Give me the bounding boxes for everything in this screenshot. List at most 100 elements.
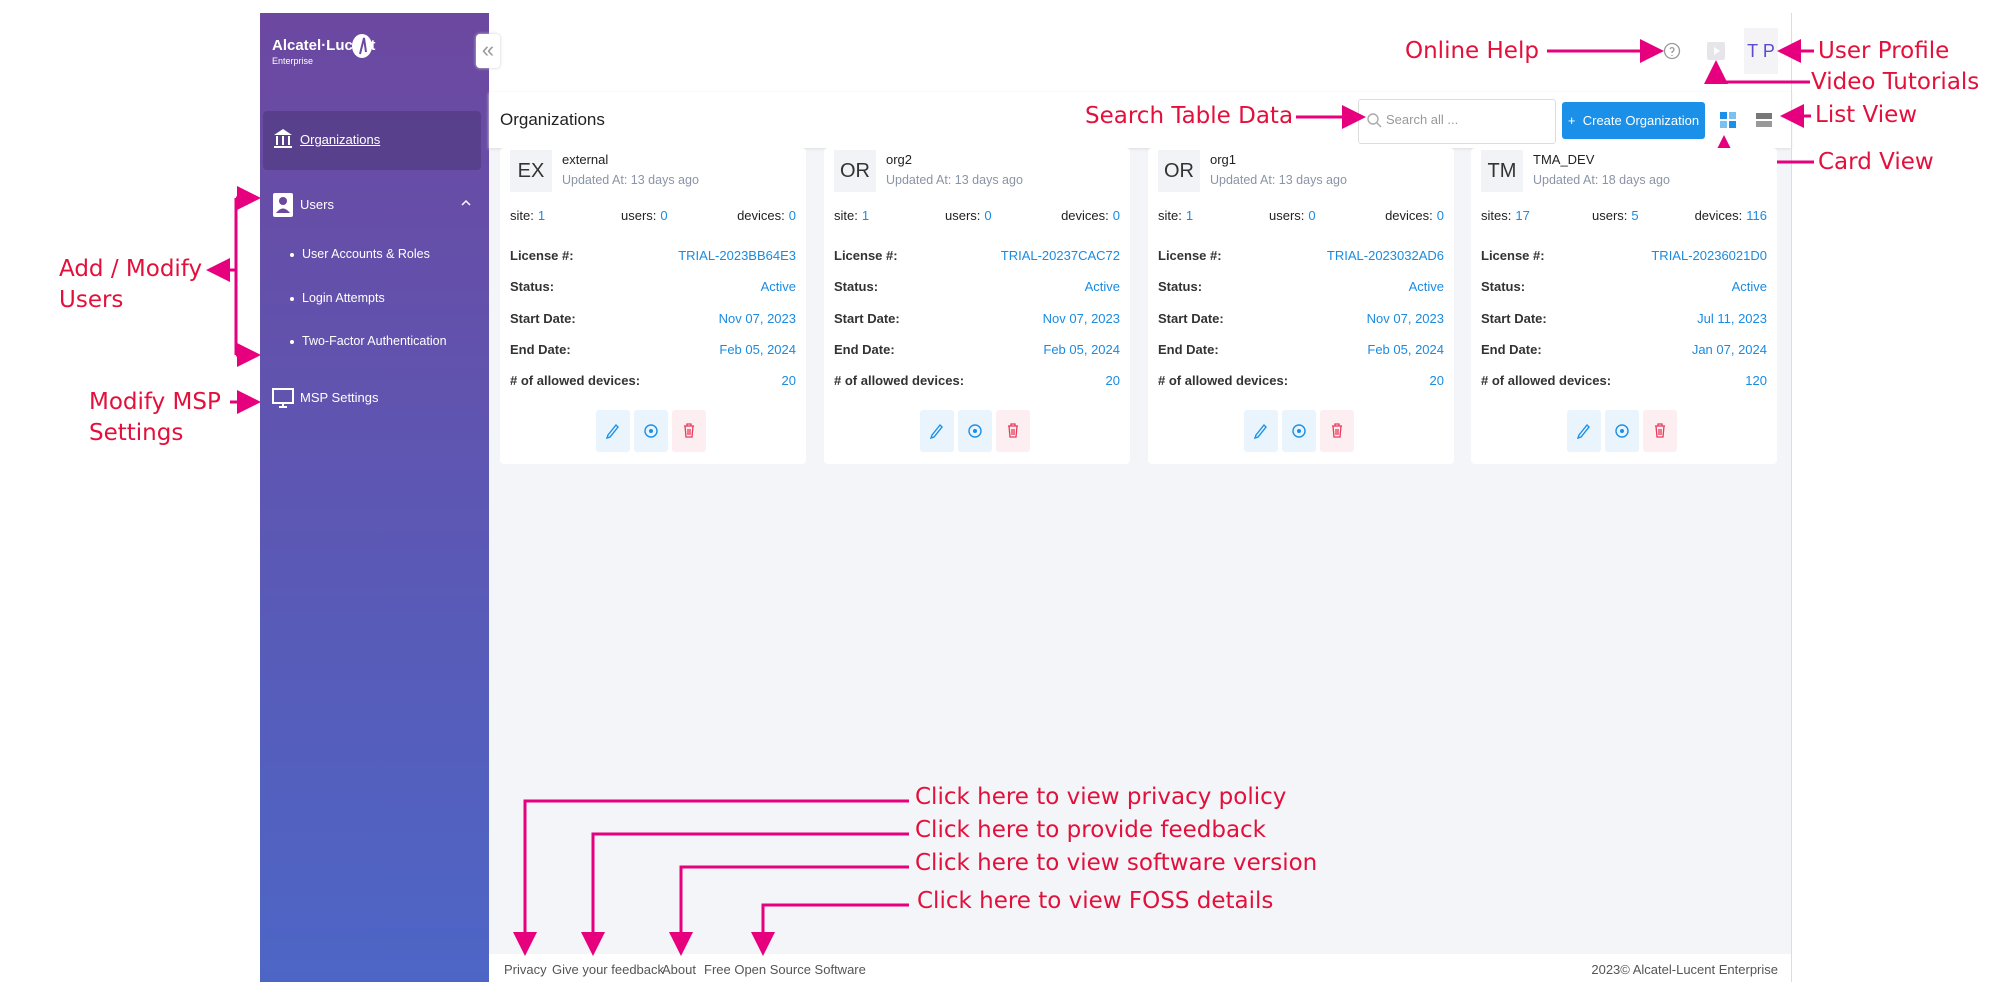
icon	[1253, 423, 1267, 440]
org-updated: Updated At: 18 days ago	[1533, 173, 1670, 187]
field-label: End Date:	[834, 341, 895, 357]
list-view-button[interactable]	[1754, 110, 1774, 130]
collapse-button[interactable]: «	[476, 34, 500, 68]
menu-item[interactable]: MSP Settings	[300, 390, 379, 405]
arrow	[581, 832, 909, 956]
arrow	[751, 903, 909, 956]
footer-link[interactable]: Privacy	[504, 962, 547, 977]
stat: users: 0	[621, 208, 668, 223]
stat-label: site:	[510, 208, 534, 223]
org-name[interactable]: external	[562, 152, 609, 167]
submenu-item[interactable]: User Accounts & Roles	[302, 247, 430, 261]
search-box[interactable]	[1358, 99, 1556, 144]
stat: users: 5	[1592, 208, 1639, 223]
edit-button[interactable]	[1567, 410, 1601, 452]
org-card: EX external Updated At: 13 days ago site: 1 u…	[500, 148, 806, 464]
icon	[1576, 423, 1590, 440]
icon	[684, 423, 694, 438]
annotation: Video Tutorials	[1811, 69, 1980, 95]
annotation: Card View	[1818, 149, 1934, 175]
stat: devices: 116	[1695, 208, 1767, 223]
stat-value: 1	[537, 208, 546, 223]
stat-label: devices:	[1385, 208, 1433, 223]
submenu-item[interactable]: Login Attempts	[302, 290, 385, 305]
field-value: Feb 05, 2024	[719, 341, 796, 357]
org-updated: Updated At: 13 days ago	[886, 173, 1023, 187]
edit-button[interactable]	[596, 410, 630, 452]
org-initials: OR	[834, 150, 876, 192]
delete-button[interactable]	[996, 410, 1030, 452]
annotation: Click here to provide feedback	[915, 817, 1266, 843]
field-value: Nov 07, 2023	[1042, 310, 1120, 326]
org-name[interactable]: TMA_DEV	[1533, 152, 1595, 167]
card-view-button[interactable]	[1718, 110, 1738, 130]
arrow	[669, 865, 909, 956]
field-label: End Date:	[1481, 341, 1542, 357]
stat: users: 0	[1269, 208, 1316, 223]
search-icon	[1367, 113, 1382, 128]
active-menu-bg	[263, 111, 481, 170]
submenu-item[interactable]: Two-Factor Authentication	[302, 334, 447, 348]
field-value: Jan 07, 2024	[1691, 341, 1767, 357]
stat-label: site:	[834, 208, 858, 223]
org-name[interactable]: org1	[1210, 152, 1237, 167]
field-label: # of allowed devices:	[1158, 373, 1289, 389]
delete-button[interactable]	[672, 410, 706, 452]
menu-item[interactable]: Organizations	[300, 132, 381, 147]
icon	[1655, 423, 1665, 438]
footer-link[interactable]: Free Open Source Software	[704, 962, 866, 977]
icon	[1292, 424, 1306, 438]
view-button[interactable]	[958, 410, 992, 452]
stat-label: users:	[621, 208, 657, 223]
users-icon	[273, 193, 293, 217]
field-label: # of allowed devices:	[1481, 373, 1612, 389]
field-label: Start Date:	[1158, 310, 1224, 326]
view-button[interactable]	[1605, 410, 1639, 452]
stat-label: site:	[1158, 208, 1182, 223]
org-card: TM TMA_DEV Updated At: 18 days ago sites: 17…	[1471, 148, 1777, 464]
msp-icon	[272, 388, 294, 408]
footer-link[interactable]: About	[662, 962, 696, 977]
org-name[interactable]: org2	[886, 152, 913, 167]
footer-link[interactable]: Give your feedback	[552, 962, 665, 977]
user-avatar[interactable]: T P	[1744, 28, 1778, 74]
bullet	[290, 253, 294, 257]
org-card: OR org2 Updated At: 13 days ago site: 1 users…	[824, 148, 1130, 464]
arrow	[1704, 60, 1810, 84]
field-label: Start Date:	[1481, 310, 1547, 326]
icon	[1615, 424, 1629, 438]
icon	[968, 424, 982, 438]
field-value: 120	[1745, 373, 1767, 389]
stat-label: sites:	[1481, 208, 1512, 223]
delete-button[interactable]	[1320, 410, 1354, 452]
footer	[489, 954, 1791, 982]
stat-value: 0	[984, 208, 992, 223]
stat-label: users:	[945, 208, 981, 223]
field-value: Active	[1408, 279, 1444, 295]
field-label: License #:	[1158, 248, 1222, 263]
stat-value: 17	[1515, 208, 1530, 223]
field-value: Active	[760, 279, 796, 295]
view-button[interactable]	[634, 410, 668, 452]
copyright: 2023© Alcatel-Lucent Enterprise	[1591, 962, 1778, 977]
stat-value: 0	[788, 208, 796, 223]
field-label: License #:	[1481, 248, 1545, 263]
annotation: Online Help	[1405, 38, 1539, 64]
field-value: Nov 07, 2023	[718, 310, 796, 326]
stat: site: 1	[1158, 208, 1193, 223]
field-label: Status:	[834, 279, 879, 295]
field-label: End Date:	[510, 341, 571, 357]
create-button[interactable]: + Create Organization	[1562, 102, 1705, 139]
stat-value: 0	[1436, 208, 1444, 223]
icon	[1332, 423, 1342, 438]
help-icon[interactable]	[1663, 42, 1681, 60]
field-value: TRIAL-20237CAC72	[1000, 248, 1120, 263]
menu-item[interactable]: Users	[300, 197, 334, 212]
edit-button[interactable]	[920, 410, 954, 452]
video-icon[interactable]	[1707, 42, 1725, 60]
view-button[interactable]	[1282, 410, 1316, 452]
stat: devices: 0	[737, 208, 796, 223]
delete-button[interactable]	[1643, 410, 1677, 452]
edit-button[interactable]	[1244, 410, 1278, 452]
stat: sites: 17	[1481, 208, 1530, 223]
